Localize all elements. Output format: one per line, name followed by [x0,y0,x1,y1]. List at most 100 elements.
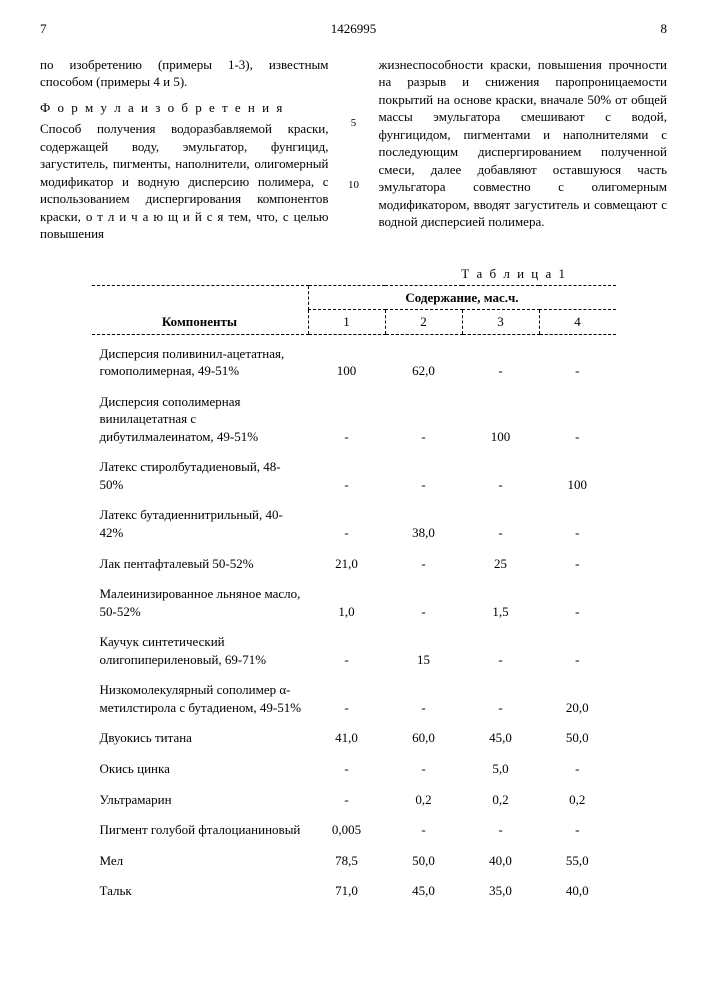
cell-value: - [539,383,616,449]
cell-value: - [385,545,462,576]
cell-value: - [308,383,385,449]
formula-title: Ф о р м у л а и з о б р е т е н и я [40,99,329,117]
cell-value: - [308,750,385,781]
cell-value: 0,005 [308,811,385,842]
col-4: 4 [539,310,616,335]
row-label: Тальк [92,872,309,903]
cell-value: - [308,671,385,719]
cell-value: 41,0 [308,719,385,750]
table-title: Т а б л и ц а 1 [40,265,667,283]
table-row: Дисперсия поливинил-ацетатная, гомополим… [92,334,616,383]
cell-value: 15 [385,623,462,671]
cell-value: 45,0 [462,719,539,750]
cell-value: 60,0 [385,719,462,750]
text-columns: по изобретению (примеры 1-3), известным … [40,56,667,243]
row-label: Латекс бутадиеннитрильный, 40-42% [92,496,309,544]
table-row: Дисперсия сополимерная винилацетатная с … [92,383,616,449]
cell-value: 78,5 [308,842,385,873]
page-number-right: 8 [661,20,668,38]
cell-value: - [462,671,539,719]
header-components: Компоненты [92,285,309,334]
cell-value: - [539,750,616,781]
table-row: Двуокись титана41,060,045,050,0 [92,719,616,750]
table-row: Латекс стиролбутадиеновый, 48-50%---100 [92,448,616,496]
cell-value: - [308,623,385,671]
cell-value: 100 [539,448,616,496]
left-paragraph-1: по изобретению (примеры 1-3), известным … [40,56,329,91]
header-content: Содержание, мас.ч. [308,285,616,310]
cell-value: 35,0 [462,872,539,903]
cell-value: 55,0 [539,842,616,873]
composition-table: Компоненты Содержание, мас.ч. 1 2 3 4 Ди… [92,285,616,903]
line-markers: 5 10 [347,56,361,243]
cell-value: 50,0 [539,719,616,750]
cell-value: - [462,448,539,496]
row-label: Пигмент голубой фталоцианиновый [92,811,309,842]
table-row: Каучук синтетический олигопипериленовый,… [92,623,616,671]
cell-value: 1,0 [308,575,385,623]
table-row: Мел78,550,040,055,0 [92,842,616,873]
cell-value: - [539,575,616,623]
row-label: Каучук синтетический олигопипериленовый,… [92,623,309,671]
table-row: Пигмент голубой фталоцианиновый0,005--- [92,811,616,842]
cell-value: 100 [308,334,385,383]
document-number: 1426995 [47,20,661,38]
table-row: Тальк71,045,035,040,0 [92,872,616,903]
table-row: Латекс бутадиеннитрильный, 40-42%-38,0-- [92,496,616,544]
cell-value: - [462,334,539,383]
row-label: Низкомолекулярный сополимер α-метилстиро… [92,671,309,719]
col-1: 1 [308,310,385,335]
table-row: Лак пентафталевый 50-52%21,0-25- [92,545,616,576]
cell-value: 5,0 [462,750,539,781]
cell-value: - [385,811,462,842]
cell-value: - [462,496,539,544]
cell-value: - [308,448,385,496]
row-label: Мел [92,842,309,873]
cell-value: - [539,496,616,544]
cell-value: - [539,334,616,383]
table-row: Окись цинка--5,0- [92,750,616,781]
cell-value: 40,0 [462,842,539,873]
cell-value: 20,0 [539,671,616,719]
cell-value: - [385,750,462,781]
table-header-row: Компоненты Содержание, мас.ч. [92,285,616,310]
right-column: жизнеспособности краски, повышения прочн… [379,56,668,243]
row-label: Ультрамарин [92,781,309,812]
page-header: 7 1426995 8 [40,20,667,38]
cell-value: - [385,575,462,623]
line-marker-10: 10 [347,178,361,193]
cell-value: 71,0 [308,872,385,903]
cell-value: - [539,811,616,842]
col-3: 3 [462,310,539,335]
row-label: Латекс стиролбутадиеновый, 48-50% [92,448,309,496]
cell-value: - [308,496,385,544]
left-paragraph-2: Способ получения водоразбавляемой краски… [40,120,329,243]
cell-value: 0,2 [462,781,539,812]
table-row: Малеинизированное льняное масло, 50-52%1… [92,575,616,623]
row-label: Лак пентафталевый 50-52% [92,545,309,576]
right-paragraph-1: жизнеспособности краски, повышения прочн… [379,56,668,231]
cell-value: 25 [462,545,539,576]
cell-value: 0,2 [385,781,462,812]
line-marker-5: 5 [347,116,361,131]
cell-value: - [462,623,539,671]
cell-value: - [308,781,385,812]
cell-value: 50,0 [385,842,462,873]
cell-value: 38,0 [385,496,462,544]
cell-value: 0,2 [539,781,616,812]
cell-value: 62,0 [385,334,462,383]
cell-value: 1,5 [462,575,539,623]
cell-value: - [385,383,462,449]
row-label: Двуокись титана [92,719,309,750]
cell-value: 40,0 [539,872,616,903]
cell-value: - [385,448,462,496]
col-2: 2 [385,310,462,335]
row-label: Дисперсия поливинил-ацетатная, гомополим… [92,334,309,383]
row-label: Окись цинка [92,750,309,781]
row-label: Дисперсия сополимерная винилацетатная с … [92,383,309,449]
cell-value: - [539,623,616,671]
table-row: Ультрамарин-0,20,20,2 [92,781,616,812]
cell-value: - [385,671,462,719]
cell-value: 21,0 [308,545,385,576]
cell-value: - [539,545,616,576]
